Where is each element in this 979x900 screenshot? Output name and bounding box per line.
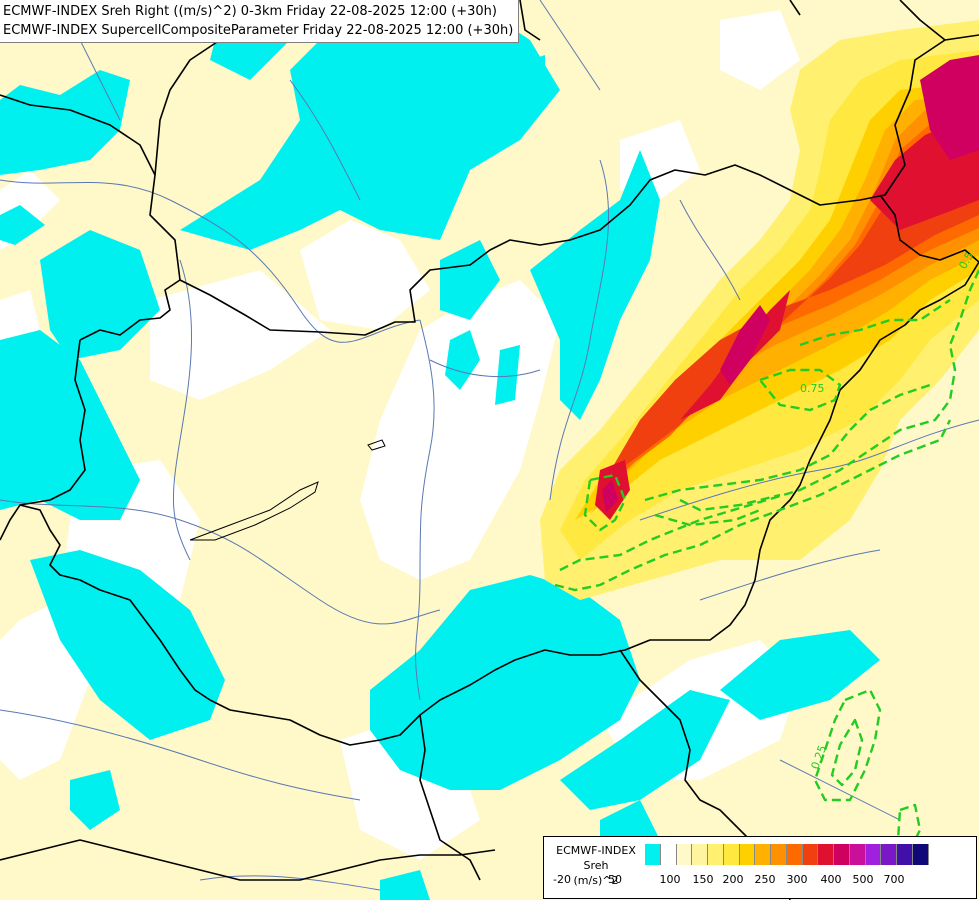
legend-tick-label: 150 bbox=[692, 873, 714, 886]
legend-tick-label: 400 bbox=[820, 873, 842, 886]
legend-swatch bbox=[771, 844, 787, 865]
legend-title-param: Sreh bbox=[583, 859, 609, 872]
contour-label-075: 0.75 bbox=[800, 382, 825, 395]
legend-swatch bbox=[818, 844, 834, 865]
legend-tick-label: 500 bbox=[852, 873, 874, 886]
legend-tick-label: 250 bbox=[754, 873, 776, 886]
legend-swatch bbox=[802, 844, 819, 865]
helicity-gradient bbox=[540, 20, 979, 600]
legend-swatch bbox=[755, 844, 771, 865]
legend-swatch bbox=[645, 844, 661, 865]
legend-swatch bbox=[912, 844, 929, 865]
legend-tick-label: 100 bbox=[659, 873, 681, 886]
legend-swatch bbox=[723, 844, 740, 865]
lake-outline bbox=[189, 439, 386, 541]
legend-swatch bbox=[897, 844, 913, 865]
legend-swatch bbox=[834, 844, 850, 865]
legend-title-model: ECMWF-INDEX bbox=[556, 844, 636, 857]
legend-swatch bbox=[849, 844, 866, 865]
legend-swatch bbox=[708, 844, 724, 865]
color-legend: ECMWF-INDEX Sreh (m/s)^2 -20 50 100 150 200 2… bbox=[543, 836, 977, 899]
legend-title: ECMWF-INDEX Sreh (m/s)^2 bbox=[550, 843, 642, 888]
map-header: ECMWF-INDEX Sreh Right ((m/s)^2) 0-3km F… bbox=[0, 0, 520, 43]
header-line-sreh: ECMWF-INDEX Sreh Right ((m/s)^2) 0-3km F… bbox=[3, 4, 497, 19]
legend-tick-label: 700 bbox=[883, 873, 905, 886]
legend-swatches bbox=[645, 844, 929, 865]
scp-contours bbox=[554, 269, 979, 852]
legend-tick-label: 300 bbox=[786, 873, 808, 886]
legend-ticks: -20 50 100 150 200 250 300 400 500 700 bbox=[553, 873, 975, 889]
legend-swatch bbox=[739, 844, 756, 865]
legend-tick-label: -20 bbox=[553, 873, 571, 886]
legend-swatch bbox=[676, 844, 693, 865]
legend-tick-label: 200 bbox=[722, 873, 744, 886]
legend-title-unit: (m/s)^2 bbox=[573, 874, 619, 887]
header-line-scp: ECMWF-INDEX SupercellCompositeParameter … bbox=[3, 23, 514, 38]
legend-swatch bbox=[865, 844, 882, 865]
legend-tick-label: 50 bbox=[608, 873, 622, 886]
legend-swatch bbox=[786, 844, 803, 865]
legend-swatch bbox=[692, 844, 708, 865]
legend-swatch bbox=[881, 844, 897, 865]
negative-helicity-zones bbox=[0, 0, 880, 900]
legend-swatch bbox=[660, 844, 677, 865]
